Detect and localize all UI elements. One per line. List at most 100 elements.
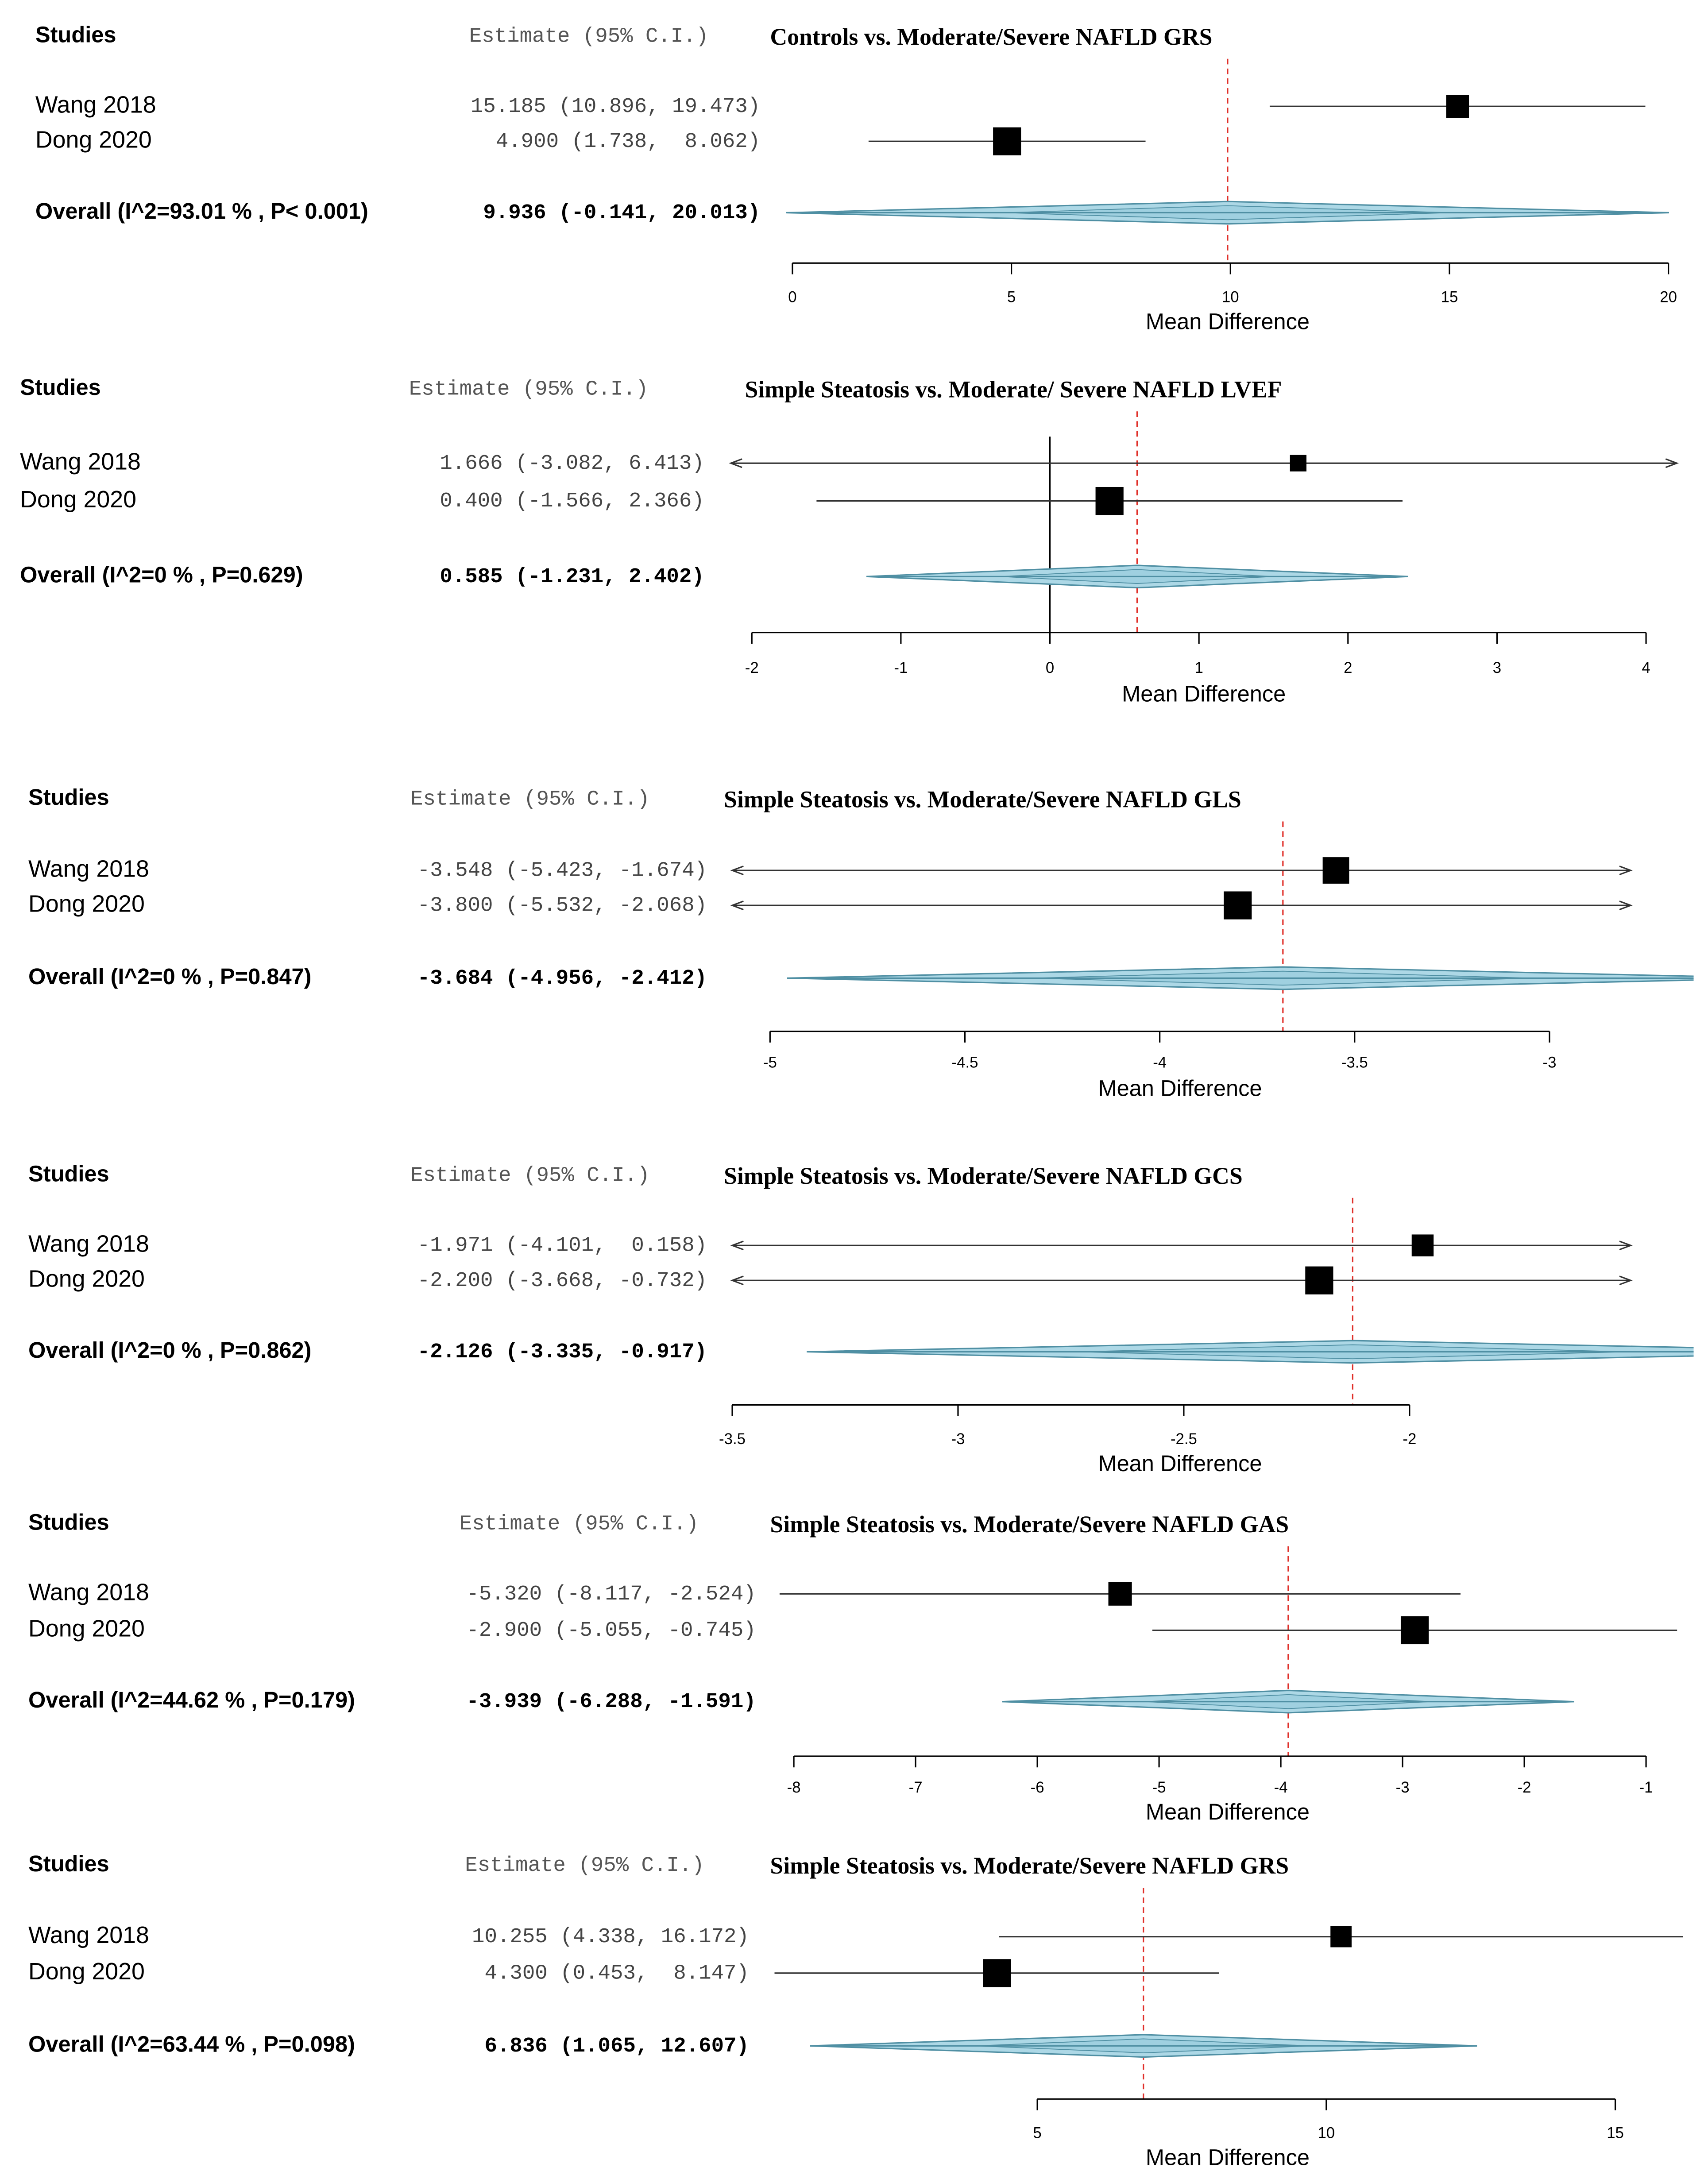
x-tick-label: -4.5 [952, 1054, 978, 1071]
estimate-label: -3.800 (-5.532, -2.068) [417, 894, 707, 918]
overall-group [786, 201, 1669, 225]
x-tick-label: 4 [1642, 660, 1650, 676]
study-name: Dong 2020 [28, 890, 145, 917]
study-estimate [1400, 1616, 1429, 1645]
study-name: Wang 2018 [20, 448, 141, 475]
x-tick-label: 15 [1441, 289, 1458, 305]
study-name: Dong 2020 [35, 126, 152, 153]
arrow-head [1665, 458, 1679, 468]
overall-label: Overall (I^2=93.01 % , P< 0.001) [35, 198, 368, 224]
estimate-label: 15.185 (10.896, 19.473) [471, 95, 760, 119]
column-header: Estimate (95% C.I.) [460, 1513, 699, 1536]
overall-group [787, 966, 1694, 990]
study-estimate [1095, 487, 1124, 515]
arrow-head [1619, 1275, 1633, 1286]
x-tick-label: -3 [1543, 1054, 1557, 1071]
arrow-head [1619, 900, 1633, 911]
x-tick-label: -4 [1153, 1054, 1167, 1071]
x-tick-label: -3 [951, 1431, 965, 1448]
x-tick-label: -1 [894, 660, 908, 676]
estimate-label: 1.666 (-3.082, 6.413) [440, 452, 704, 475]
x-tick-label: 15 [1607, 2125, 1624, 2142]
plot-title: Simple Steatosis vs. Moderate/ Severe NA… [745, 376, 1282, 402]
study-estimate [993, 127, 1021, 155]
overall-estimate-label: 0.585 (-1.231, 2.402) [440, 565, 704, 589]
plot-title: Simple Steatosis vs. Moderate/Severe NAF… [770, 1852, 1289, 1879]
x-tick-label: 5 [1007, 289, 1016, 305]
study-estimate [1322, 857, 1349, 884]
column-header: Studies [28, 784, 109, 810]
study-name: Dong 2020 [28, 1958, 145, 1985]
estimate-label: -1.971 (-4.101, 0.158) [417, 1234, 707, 1258]
column-header: Studies [35, 22, 116, 47]
estimate-label: 10.255 (4.338, 16.172) [472, 1925, 749, 1949]
study-name: Wang 2018 [28, 1922, 149, 1948]
overall-label: Overall (I^2=63.44 % , P=0.098) [28, 2032, 355, 2057]
x-tick-label: 10 [1222, 289, 1239, 305]
x-tick-label: 2 [1344, 660, 1352, 676]
x-tick-label: -2 [745, 660, 759, 676]
plot-title: Simple Steatosis vs. Moderate/Severe NAF… [724, 1163, 1243, 1189]
x-tick-label: -7 [909, 1779, 923, 1796]
estimate-label: 0.400 (-1.566, 2.366) [440, 490, 704, 513]
x-tick-label: 3 [1493, 660, 1501, 676]
overall-estimate-label: -2.126 (-3.335, -0.917) [417, 1341, 707, 1364]
x-axis-label: Mean Difference [1098, 1451, 1262, 1476]
x-axis-label: Mean Difference [1122, 681, 1286, 706]
study-name: Dong 2020 [28, 1265, 145, 1292]
x-tick-label: -2.5 [1171, 1431, 1197, 1448]
x-tick-label: -6 [1031, 1779, 1044, 1796]
arrow-head [730, 1240, 744, 1251]
study-name: Dong 2020 [20, 486, 136, 513]
column-header: Studies [28, 1510, 109, 1535]
study-estimate [1446, 95, 1469, 118]
x-tick-label: -4 [1274, 1779, 1288, 1796]
overall-estimate-label: -3.684 (-4.956, -2.412) [417, 967, 707, 990]
study-estimate [1290, 455, 1307, 471]
x-tick-label: -5 [763, 1054, 777, 1071]
estimate-label: 4.900 (1.738, 8.062) [496, 130, 760, 154]
column-header: Estimate (95% C.I.) [465, 1854, 704, 1878]
x-tick-label: -8 [787, 1779, 801, 1796]
overall-estimate-label: -3.939 (-6.288, -1.591) [466, 1690, 756, 1714]
arrow-head [729, 458, 742, 468]
x-tick-label: 0 [1046, 660, 1054, 676]
study-name: Wang 2018 [35, 91, 156, 118]
arrow-head [1619, 1240, 1633, 1251]
overall-label: Overall (I^2=44.62 % , P=0.179) [28, 1687, 355, 1712]
overall-group [807, 1340, 1694, 1364]
column-header: Studies [28, 1161, 109, 1186]
overall-group [866, 564, 1408, 589]
x-tick-label: -2 [1403, 1431, 1416, 1448]
x-tick-label: -3.5 [719, 1431, 746, 1448]
overall-group [810, 2034, 1477, 2058]
study-estimate [1330, 1926, 1352, 1947]
x-axis-label: Mean Difference [1098, 1076, 1262, 1101]
study-name: Wang 2018 [28, 855, 149, 882]
overall-label: Overall (I^2=0 % , P=0.847) [28, 964, 311, 989]
x-tick-label: -1 [1639, 1779, 1653, 1796]
estimate-label: -3.548 (-5.423, -1.674) [417, 859, 707, 883]
study-name: Dong 2020 [28, 1615, 145, 1642]
estimate-label: -2.200 (-3.668, -0.732) [417, 1269, 707, 1293]
x-tick-label: 0 [788, 289, 796, 305]
arrow-head [730, 865, 744, 876]
study-estimate [1108, 1582, 1132, 1606]
overall-group [1002, 1689, 1574, 1714]
x-tick-label: -2 [1518, 1779, 1531, 1796]
x-tick-label: 1 [1194, 660, 1203, 676]
plot-title: Controls vs. Moderate/Severe NAFLD GRS [770, 23, 1212, 50]
column-header: Studies [28, 1851, 109, 1876]
column-header: Estimate (95% C.I.) [410, 1164, 650, 1188]
x-tick-label: -5 [1152, 1779, 1166, 1796]
x-tick-label: 20 [1660, 289, 1677, 305]
x-tick-label: 5 [1033, 2125, 1041, 2142]
plot-title: Simple Steatosis vs. Moderate/Severe NAF… [770, 1511, 1289, 1538]
overall-label: Overall (I^2=0 % , P=0.629) [20, 562, 303, 587]
estimate-label: -5.320 (-8.117, -2.524) [466, 1583, 756, 1606]
x-axis-label: Mean Difference [1146, 1799, 1310, 1824]
overall-estimate-label: 9.936 (-0.141, 20.013) [483, 201, 760, 225]
x-tick-label: 10 [1318, 2125, 1335, 2142]
